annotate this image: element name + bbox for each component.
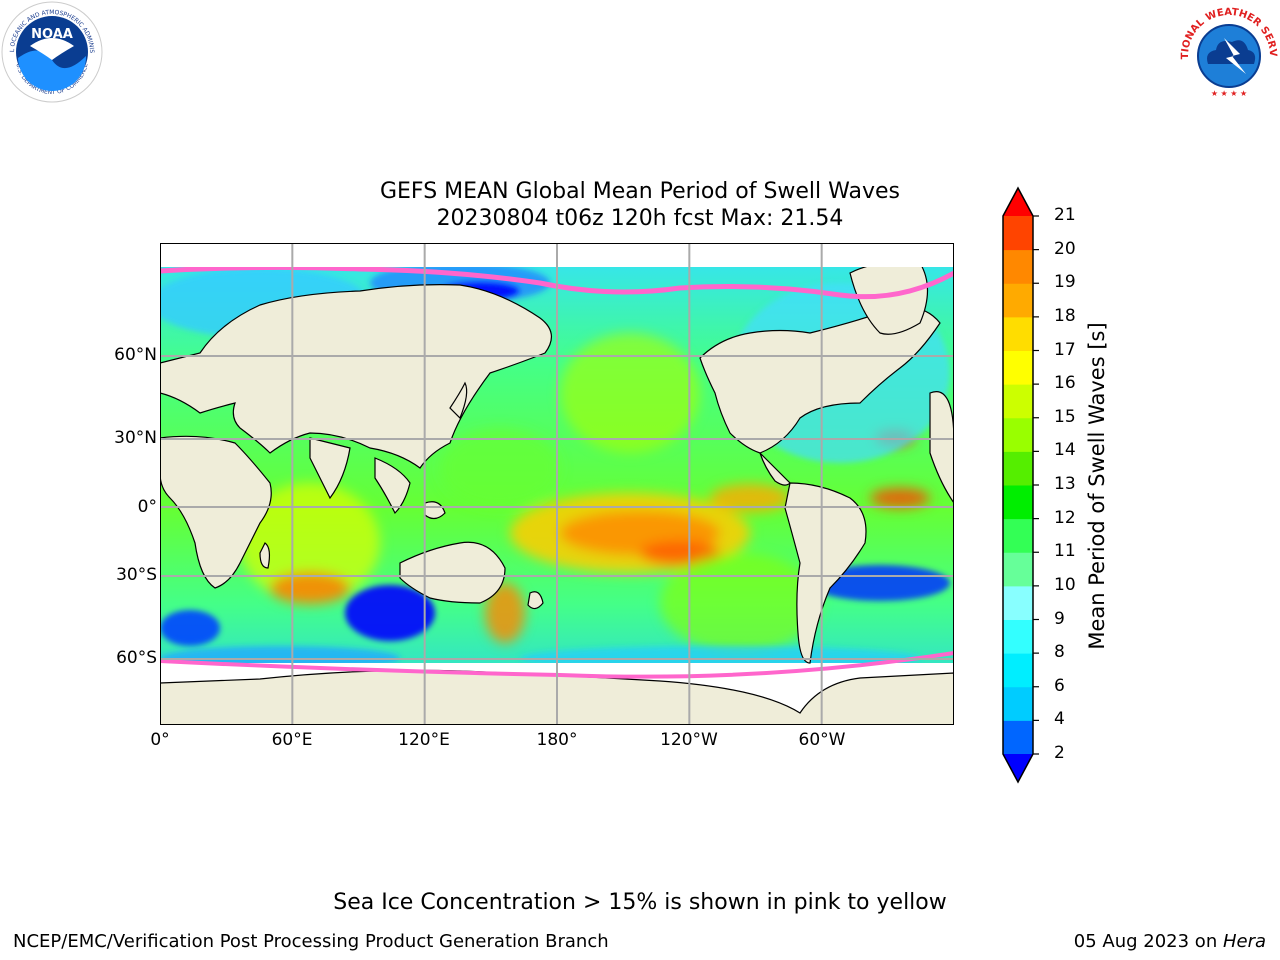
colorbar-tick-label: 10: [1054, 574, 1076, 595]
colorbar-tick-label: 18: [1054, 305, 1076, 326]
lon-label-60w: 60°W: [798, 730, 846, 750]
colorbar: [1002, 186, 1039, 784]
lon-label-180: 180°: [536, 730, 578, 750]
colorbar-bin: [1003, 417, 1033, 452]
lat-label-eq: 0°: [137, 497, 157, 517]
svg-text:★ ★ ★ ★: ★ ★ ★ ★: [1211, 89, 1247, 98]
arctic-sea-ice-edge: [160, 264, 954, 300]
colorbar-tick-label: 16: [1054, 373, 1076, 394]
chart-title: GEFS MEAN Global Mean Period of Swell Wa…: [379, 179, 900, 204]
colorbar-bin: [1003, 316, 1033, 351]
lon-label-0: 0°: [150, 730, 170, 750]
noaa-logo: NATIONAL OCEANIC AND ATMOSPHERIC ADMINIS…: [0, 0, 103, 103]
colorbar-bin: [1003, 686, 1033, 721]
nws-logo: NATIONAL WEATHER SERVICE ★ ★ ★ ★: [1178, 0, 1278, 98]
colorbar-bin: [1003, 283, 1033, 318]
colorbar-tick-label: 19: [1054, 272, 1076, 293]
colorbar-tick-label: 11: [1054, 541, 1076, 562]
lon-label-60e: 60°E: [271, 730, 313, 750]
colorbar-tick-label: 20: [1054, 238, 1076, 259]
colorbar-bin: [1003, 619, 1033, 654]
sea-ice-note: Sea Ice Concentration > 15% is shown in …: [333, 890, 947, 915]
colorbar-tick-label: 6: [1054, 675, 1065, 696]
southern-sea-ice-edge: [160, 651, 954, 679]
colorbar-bin: [1003, 518, 1033, 553]
colorbar-tick-label: 8: [1054, 642, 1065, 663]
colorbar-bin: [1003, 485, 1033, 520]
footer-date-text: 05 Aug 2023 on: [1073, 931, 1223, 952]
swell-patches: [240, 333, 930, 653]
colorbar-tick-label: 21: [1054, 205, 1076, 225]
lon-label-120w: 120°W: [660, 730, 718, 750]
swell-period-map: [160, 243, 954, 725]
colorbar-tick-label: 2: [1054, 743, 1065, 763]
lat-label-30s: 30°S: [116, 565, 157, 585]
colorbar-bin: [1003, 350, 1033, 385]
colorbar-bin: [1003, 552, 1033, 587]
colorbar-tick-label: 4: [1054, 709, 1065, 730]
lat-label-30n: 30°N: [114, 428, 157, 448]
colorbar-bin: [1003, 384, 1033, 419]
lat-label-60n: 60°N: [114, 345, 157, 365]
colorbar-bin: [1003, 653, 1033, 688]
colorbar-bin: [1003, 216, 1033, 251]
footer-credit: NCEP/EMC/Verification Post Processing Pr…: [13, 931, 609, 952]
lat-label-60s: 60°S: [116, 648, 157, 668]
colorbar-bin: [1003, 451, 1033, 486]
chart-subtitle: 20230804 t06z 120h fcst Max: 21.54: [436, 206, 844, 231]
colorbar-tick-label: 9: [1054, 608, 1065, 629]
graticule: [160, 243, 954, 725]
colorbar-bin: [1003, 249, 1033, 284]
noaa-logo-text: NOAA: [31, 27, 73, 42]
lon-label-120e: 120°E: [398, 730, 450, 750]
colorbar-tick-label: 13: [1054, 474, 1076, 494]
colorbar-bin: [1003, 585, 1033, 620]
colorbar-label: Mean Period of Swell Waves [s]: [1085, 322, 1109, 650]
land-masses: [160, 261, 954, 664]
colorbar-tick-label: 14: [1054, 440, 1076, 461]
footer-host: Hera: [1222, 931, 1266, 952]
colorbar-under-arrow: [1003, 754, 1033, 782]
colorbar-tick-label: 17: [1054, 339, 1076, 360]
colorbar-tick-label: 12: [1054, 507, 1076, 528]
colorbar-tick-label: 15: [1054, 406, 1076, 427]
colorbar-over-arrow: [1003, 188, 1033, 216]
footer-date: 05 Aug 2023 on Hera: [1074, 931, 1266, 952]
colorbar-bin: [1003, 720, 1033, 755]
